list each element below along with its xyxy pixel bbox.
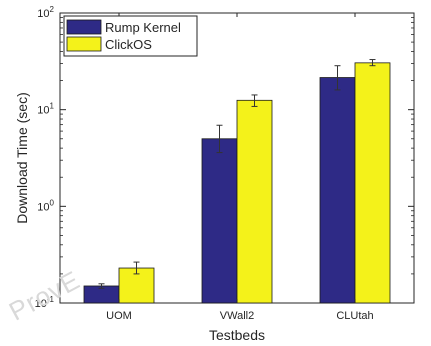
x-tick-label: VWall2: [220, 310, 254, 322]
errorbars-layer: [98, 59, 376, 289]
legend-label: Rump Kernel: [105, 20, 181, 35]
x-axis-label: Testbeds: [209, 327, 265, 343]
y-tick-label: 100: [37, 198, 54, 213]
y-tick-label: 102: [37, 5, 54, 20]
legend-swatch: [66, 36, 102, 52]
legend-swatch: [66, 19, 102, 35]
y-axis-label: Download Time (sec): [14, 92, 30, 224]
bar-clickos: [236, 99, 273, 304]
bar-clickos: [354, 62, 391, 304]
bar-rump-kernel: [319, 77, 356, 304]
x-tick-label: CLUtah: [336, 310, 373, 322]
legend-label: ClickOS: [105, 37, 152, 52]
bars-layer: [83, 62, 391, 304]
y-tick-label: 101: [37, 102, 54, 117]
legend: Rump Kernel ClickOS: [63, 15, 198, 57]
bar-rump-kernel: [201, 138, 238, 304]
x-axis-ticks: UOM VWall2 CLUtah: [106, 13, 374, 322]
x-tick-label: UOM: [106, 310, 132, 322]
y-axis-ticks: 10-1 100 101 102: [35, 5, 414, 310]
y-tick-label: 10-1: [35, 295, 55, 310]
